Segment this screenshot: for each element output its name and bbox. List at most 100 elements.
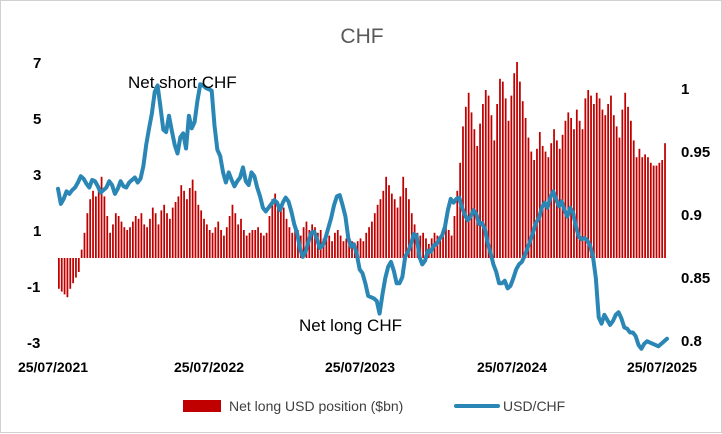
bar bbox=[163, 204, 166, 258]
bar bbox=[342, 241, 345, 258]
bar bbox=[493, 140, 496, 258]
left-axis: 7 5 3 1 -1 -3 bbox=[27, 55, 41, 352]
legend: Net long USD position ($bn) USD/CHF bbox=[183, 398, 565, 414]
legend-swatch-bar bbox=[183, 400, 221, 412]
legend-label-line: USD/CHF bbox=[503, 398, 565, 414]
bar bbox=[120, 221, 123, 258]
bar bbox=[499, 78, 501, 258]
x-axis: 25/07/2021 25/07/2022 25/07/2023 25/07/2… bbox=[18, 359, 697, 375]
legend-label-bar: Net long USD position ($bn) bbox=[229, 398, 403, 414]
bar bbox=[194, 190, 197, 258]
bar bbox=[538, 132, 541, 258]
bar bbox=[180, 185, 183, 258]
right-tick-label: 0.85 bbox=[681, 270, 710, 287]
bar bbox=[624, 92, 627, 258]
bar bbox=[527, 137, 530, 258]
bar bbox=[464, 106, 467, 258]
bar bbox=[575, 109, 578, 258]
bar bbox=[422, 232, 425, 258]
bar bbox=[419, 235, 422, 258]
x-tick-label: 25/07/2021 bbox=[18, 359, 88, 375]
bar bbox=[331, 241, 333, 258]
bar bbox=[379, 199, 382, 258]
bar bbox=[151, 207, 154, 258]
bar bbox=[408, 199, 410, 258]
bar bbox=[282, 207, 285, 258]
right-tick-label: 1 bbox=[681, 81, 689, 98]
bar bbox=[168, 218, 171, 258]
bar bbox=[442, 232, 444, 258]
bar bbox=[593, 104, 595, 258]
bar bbox=[658, 162, 661, 258]
bar bbox=[154, 213, 157, 258]
bar bbox=[322, 238, 325, 258]
bar bbox=[208, 230, 211, 258]
bar bbox=[294, 224, 296, 258]
bar bbox=[103, 196, 106, 258]
bar bbox=[649, 162, 652, 258]
bar bbox=[183, 190, 185, 258]
bar bbox=[114, 213, 117, 258]
bar bbox=[595, 92, 598, 258]
bar bbox=[203, 218, 205, 258]
bar bbox=[123, 227, 126, 258]
bar bbox=[143, 224, 146, 258]
bar bbox=[496, 104, 499, 258]
bar bbox=[647, 157, 649, 258]
bar bbox=[171, 207, 174, 258]
bar bbox=[618, 137, 621, 258]
bar bbox=[521, 101, 524, 258]
bar bbox=[225, 227, 228, 258]
bar bbox=[399, 196, 402, 258]
bar bbox=[69, 258, 72, 289]
right-tick-label: 0.95 bbox=[681, 144, 710, 161]
bar bbox=[339, 235, 342, 258]
bar bbox=[635, 157, 638, 258]
bar bbox=[83, 232, 86, 258]
bar bbox=[607, 104, 609, 258]
chart-title: CHF bbox=[340, 25, 383, 48]
bar bbox=[584, 98, 587, 259]
bar bbox=[541, 146, 544, 258]
bar bbox=[319, 230, 322, 258]
bar bbox=[109, 232, 111, 258]
left-tick-label: 7 bbox=[33, 55, 41, 72]
bar bbox=[328, 235, 331, 258]
bar bbox=[146, 227, 148, 258]
bar bbox=[413, 224, 416, 258]
bar bbox=[396, 207, 399, 258]
bar bbox=[186, 199, 188, 258]
right-tick-label: 0.9 bbox=[681, 207, 702, 224]
bar bbox=[268, 216, 271, 258]
bar bbox=[234, 213, 237, 258]
bar bbox=[487, 95, 490, 258]
bar bbox=[160, 210, 163, 258]
bar bbox=[334, 232, 336, 258]
bar bbox=[129, 227, 131, 258]
bar bbox=[621, 109, 624, 258]
bar bbox=[305, 221, 308, 258]
bar bbox=[362, 241, 365, 258]
bar bbox=[425, 238, 427, 258]
bar bbox=[615, 126, 618, 259]
bar bbox=[140, 213, 143, 258]
bar bbox=[581, 129, 584, 258]
bar bbox=[279, 210, 282, 258]
bar bbox=[92, 190, 94, 258]
bar bbox=[561, 134, 564, 258]
bar bbox=[504, 98, 507, 259]
bar bbox=[632, 140, 635, 258]
bar bbox=[604, 115, 607, 258]
bar bbox=[533, 160, 536, 258]
bar bbox=[590, 95, 592, 258]
bar bbox=[285, 218, 288, 258]
bar bbox=[655, 165, 658, 258]
bar bbox=[66, 258, 69, 298]
bar bbox=[188, 188, 191, 258]
bar bbox=[564, 120, 567, 258]
bar bbox=[242, 230, 245, 258]
bar bbox=[447, 230, 450, 258]
bar bbox=[610, 95, 612, 258]
bar bbox=[257, 227, 259, 258]
